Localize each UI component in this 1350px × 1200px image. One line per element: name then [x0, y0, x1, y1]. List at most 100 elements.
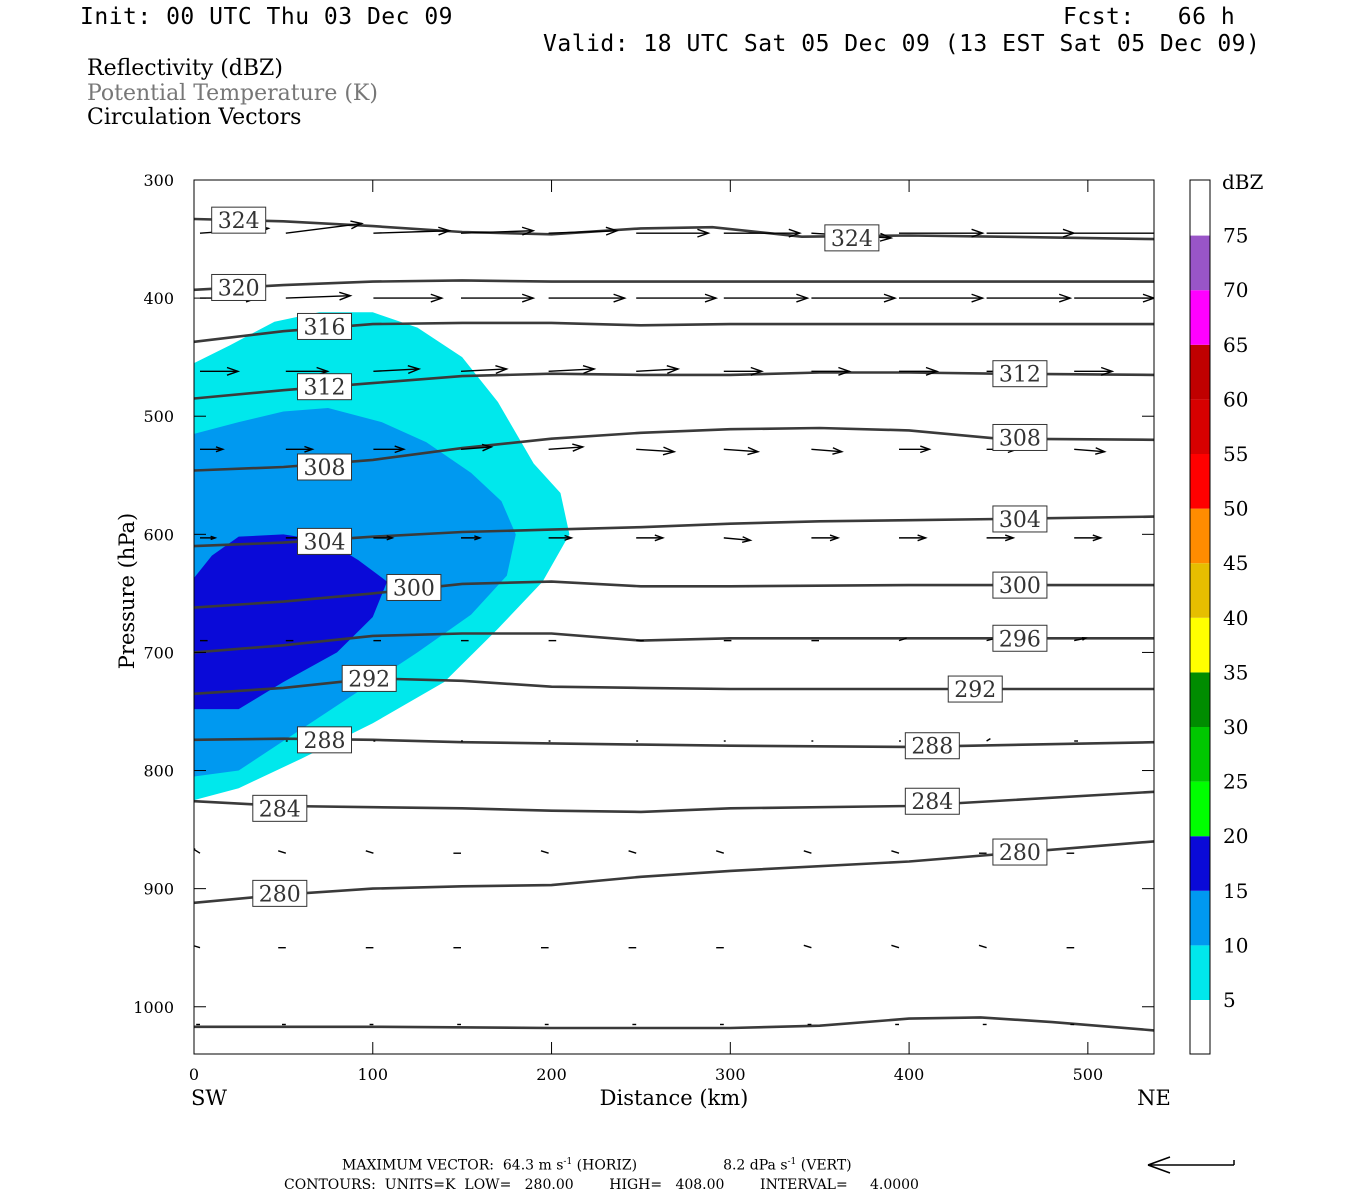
vector-head — [838, 366, 852, 376]
y-tick-label: 500 — [143, 407, 174, 426]
circulation-vector — [460, 364, 509, 375]
vector-head — [386, 535, 395, 541]
circulation-vector — [636, 293, 719, 303]
circulation-vector — [898, 534, 928, 542]
max-vector-horiz-value: MAXIMUM VECTOR: 64.3 m s — [342, 1157, 564, 1174]
theta-label-box — [992, 571, 1048, 599]
vector-shaft — [373, 368, 420, 373]
vector-head — [226, 366, 241, 376]
y-tick-label: 600 — [143, 525, 174, 544]
theta-label-box — [297, 527, 353, 555]
vector-shaft — [891, 944, 900, 949]
theta-label-320: 320 — [211, 273, 267, 301]
vector-shaft — [460, 446, 492, 450]
colorbar-level-label: 70 — [1223, 278, 1248, 302]
vector-shaft — [636, 448, 675, 453]
vector-shaft — [986, 738, 991, 742]
colorbar-swatch — [1190, 399, 1210, 454]
vector-head — [605, 226, 620, 236]
theta-contour-296 — [194, 632, 1154, 654]
colorbar-level-label: 40 — [1223, 606, 1248, 630]
colorbar-level-label: 10 — [1223, 933, 1248, 957]
circulation-vector — [636, 365, 681, 375]
circulation-vector — [723, 446, 761, 456]
vector-head — [304, 445, 315, 453]
colorbar-swatch — [1190, 836, 1210, 891]
vector-head — [1004, 534, 1016, 542]
x-tick-label: 0 — [189, 1065, 199, 1084]
circulation-vector — [1074, 232, 1154, 234]
theta-label-text: 284 — [911, 790, 953, 815]
vector-shaft — [373, 230, 450, 234]
vector-head — [394, 445, 406, 454]
x-end-left-label: SW — [191, 1086, 227, 1110]
circulation-vector — [803, 850, 812, 854]
theta-label-box — [297, 373, 353, 401]
circulation-vector — [285, 220, 364, 234]
y-axis-label: Pressure (hPa) — [115, 513, 139, 669]
circulation-vector — [1074, 447, 1107, 455]
vector-head — [210, 535, 218, 541]
theta-label-text: 320 — [218, 276, 260, 301]
colorbar-level-label: 5 — [1223, 988, 1236, 1012]
vector-head — [339, 291, 353, 301]
vector-head — [495, 364, 509, 375]
colorbar-level-label: 25 — [1223, 770, 1248, 794]
contour-info: CONTOURS: UNITS=K LOW= 280.00 HIGH= 408.… — [284, 1177, 919, 1193]
vector-shaft — [628, 850, 637, 854]
field-circulation-vectors: Circulation Vectors — [87, 105, 302, 130]
theta-label-text: 316 — [304, 315, 346, 340]
circulation-vector — [898, 293, 985, 303]
theta-label-box — [386, 573, 442, 601]
max-vector-arrow-icon — [1147, 1156, 1235, 1174]
theta-contour-bottom — [194, 1016, 1154, 1032]
circulation-vector — [194, 945, 201, 949]
max-vector-horiz-exp: -1 — [563, 1157, 573, 1167]
vector-shaft — [548, 446, 583, 450]
vector-head — [350, 220, 364, 230]
theta-label-box — [297, 312, 353, 340]
circulation-vector — [373, 226, 452, 236]
vector-head — [1058, 293, 1073, 303]
colorbar-frame — [1189, 179, 1211, 1055]
vector-shaft — [194, 945, 201, 949]
circulation-vector — [373, 293, 444, 303]
theta-label-text: 304 — [304, 530, 346, 555]
max-vector-horiz-tag: (HORIZ) — [572, 1157, 638, 1174]
y-tick-label: 300 — [143, 171, 174, 190]
theta-label-box — [992, 423, 1048, 451]
theta-label-text: 300 — [393, 576, 435, 601]
theta-label-box — [252, 879, 308, 907]
theta-label-box — [252, 794, 308, 822]
vector-shaft — [277, 850, 287, 854]
colorbar-swatch — [1190, 563, 1210, 618]
theta-label-292: 292 — [341, 664, 397, 692]
vector-head — [654, 534, 665, 542]
circulation-vector — [723, 366, 764, 376]
theta-label-box — [992, 624, 1048, 652]
circulation-vector — [986, 228, 1077, 238]
circulation-vector — [277, 850, 287, 854]
circulation-vector — [285, 291, 353, 301]
circulation-vector — [898, 637, 907, 642]
theta-label-box — [947, 675, 1003, 703]
vector-shaft — [898, 637, 907, 642]
field-reflectivity: Reflectivity (dBZ) — [87, 56, 283, 81]
vector-head — [666, 365, 681, 375]
circulation-vector — [715, 850, 725, 854]
vector-shaft — [811, 448, 842, 453]
vector-head — [215, 446, 225, 453]
circulation-vector — [628, 850, 637, 854]
circulation-vector — [723, 293, 810, 303]
theta-contour-300 — [194, 580, 1154, 609]
vector-shaft — [285, 295, 351, 299]
colorbar-level-label: 50 — [1223, 497, 1248, 521]
theta-label-text: 300 — [999, 574, 1041, 599]
vector-head — [1092, 534, 1103, 542]
colorbar-swatch — [1190, 290, 1210, 345]
vector-shaft — [715, 850, 725, 854]
vector-shaft — [891, 850, 900, 854]
y-tick-label: 400 — [143, 289, 174, 308]
theta-label-text: 284 — [259, 797, 301, 822]
